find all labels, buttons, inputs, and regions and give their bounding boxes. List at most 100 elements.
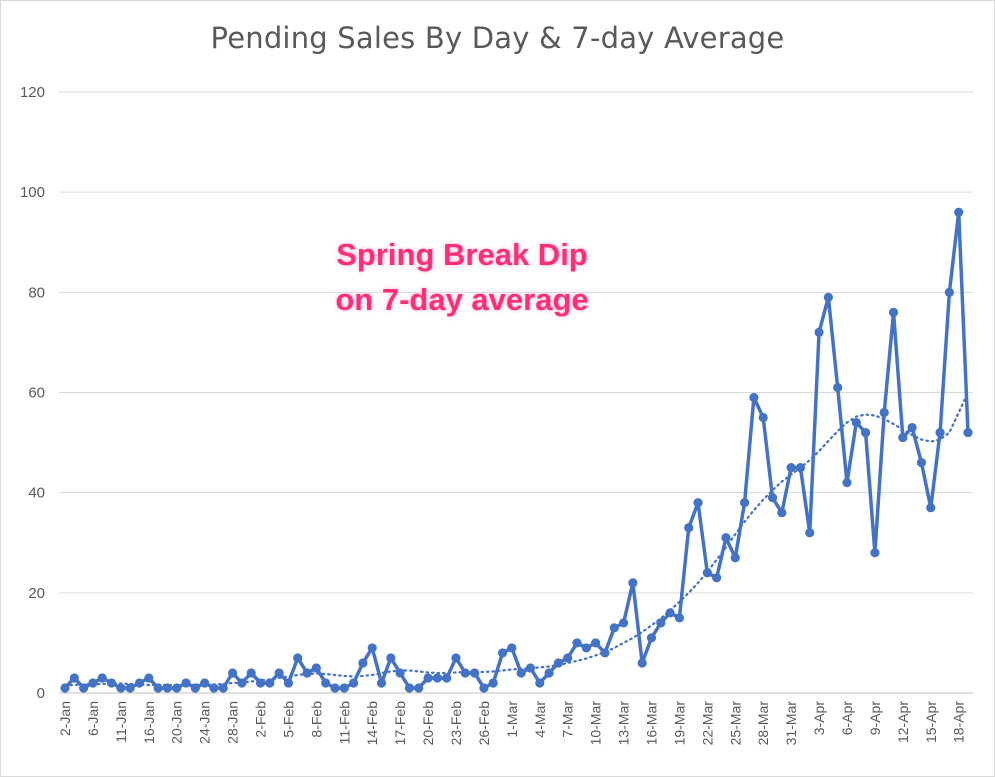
x-tick-label: 25-Mar [727, 701, 743, 746]
data-point [591, 638, 601, 648]
data-point [162, 683, 173, 693]
data-point [544, 668, 554, 678]
data-point [628, 578, 638, 588]
data-point [814, 327, 824, 337]
x-tick-label: 9-Apr [867, 701, 883, 736]
data-point [581, 643, 591, 653]
x-tick-label: 4-Mar [532, 701, 548, 738]
data-point [200, 678, 210, 688]
x-tick-label: 5-Feb [280, 701, 296, 738]
data-point [283, 678, 294, 688]
data-point [69, 673, 79, 683]
data-point [442, 673, 452, 683]
annotation-line-2: on 7-day average [335, 282, 589, 317]
x-tick-label: 2-Feb [252, 701, 268, 738]
data-point [348, 678, 359, 688]
data-point [190, 683, 200, 693]
data-point [916, 458, 927, 468]
x-tick-label: 6-Apr [839, 701, 855, 736]
x-tick-label: 11-Jan [113, 701, 129, 743]
data-point [237, 678, 247, 688]
data-point [674, 613, 685, 623]
data-point [339, 683, 349, 693]
data-point [79, 683, 89, 693]
data-point [618, 618, 629, 628]
x-tick-label: 8-Feb [308, 701, 324, 738]
x-tick-label: 12-Apr [895, 701, 911, 743]
data-point [376, 678, 387, 688]
x-tick-label: 2-Jan [57, 701, 73, 736]
data-point [488, 678, 498, 688]
data-point [758, 412, 768, 423]
data-point [144, 673, 154, 683]
x-tick-label: 20-Feb [420, 701, 436, 746]
data-point [311, 663, 321, 673]
data-point [125, 683, 135, 693]
data-point [414, 683, 424, 693]
y-tick-label: 40 [28, 485, 45, 502]
data-point [712, 573, 722, 583]
data-point [97, 673, 107, 683]
x-tick-label: 31-Mar [783, 701, 799, 746]
data-point [386, 653, 396, 663]
x-tick-label: 10-Mar [588, 701, 604, 746]
data-point [879, 407, 889, 418]
data-point [833, 382, 843, 393]
data-point [665, 608, 675, 618]
data-point [637, 658, 647, 668]
chart-title: Pending Sales By Day & 7-day Average [210, 21, 785, 55]
y-tick-label: 80 [28, 284, 45, 301]
data-point [693, 498, 703, 508]
data-point [926, 503, 936, 513]
x-tick-label: 15-Apr [923, 701, 939, 743]
data-point [293, 653, 303, 663]
data-point [507, 643, 517, 653]
x-tick-label: 28-Jan [225, 701, 241, 744]
data-point [553, 658, 563, 668]
data-point [209, 683, 219, 693]
x-tick-label: 3-Apr [811, 701, 827, 736]
data-point [563, 653, 573, 663]
data-point [395, 668, 405, 678]
data-point [898, 432, 908, 443]
y-tick-label: 60 [28, 385, 45, 402]
data-point [851, 417, 861, 428]
data-point [721, 533, 731, 543]
data-point [516, 668, 526, 678]
data-point [805, 528, 815, 538]
data-point [88, 678, 98, 688]
data-point [367, 643, 377, 653]
x-tick-label: 20-Jan [169, 701, 185, 744]
data-point [795, 463, 806, 473]
data-point [944, 287, 954, 297]
data-point [777, 508, 787, 518]
data-point [870, 548, 880, 558]
data-point [842, 478, 852, 488]
data-point [860, 427, 871, 438]
data-point [274, 668, 284, 678]
data-point [246, 668, 256, 678]
x-tick-label: 16-Mar [643, 701, 659, 746]
data-point [786, 463, 796, 473]
x-tick-label: 6-Jan [85, 701, 101, 736]
data-point [432, 673, 442, 683]
data-point [572, 638, 582, 648]
data-point [739, 498, 750, 508]
data-point [823, 292, 833, 302]
data-point [702, 568, 712, 578]
data-point [479, 683, 489, 693]
data-point [656, 618, 666, 628]
data-point [358, 658, 368, 668]
annotation-text: Spring Break Dip on 7-day average [297, 232, 627, 322]
x-tick-label: 26-Feb [476, 701, 492, 746]
data-point [600, 648, 610, 658]
data-point [646, 633, 657, 643]
x-tick-label: 16-Jan [141, 701, 157, 744]
data-point [451, 653, 461, 663]
data-point [255, 678, 266, 688]
data-point [907, 422, 917, 433]
y-tick-label: 120 [20, 84, 45, 101]
data-point [767, 493, 778, 503]
data-point [265, 678, 275, 688]
